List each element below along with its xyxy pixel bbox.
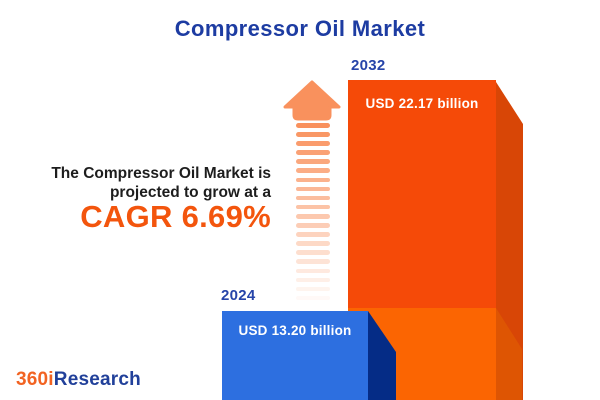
brand-logo-part2: Research <box>53 369 141 390</box>
bar-2032-year-label: 2032 <box>351 57 386 74</box>
growth-note-line1: The Compressor Oil Market is <box>51 165 271 182</box>
page-title: Compressor Oil Market <box>174 16 426 41</box>
bar-2032-value-label: USD 22.17 billion <box>365 96 479 111</box>
cagr-value: CAGR 6.69% <box>80 199 271 234</box>
bar-2024-value-label: USD 13.20 billion <box>238 323 352 338</box>
brand-logo-part1: 360i <box>16 369 54 390</box>
growth-arrow-shaft-icon <box>296 123 330 305</box>
brand-logo: 360iResearch <box>16 369 141 391</box>
bar-2024-front-face <box>222 311 368 400</box>
bar-2024-year-label: 2024 <box>221 287 256 304</box>
bar-base-side-face <box>496 308 522 400</box>
growth-arrow-head-icon <box>283 80 341 121</box>
growth-note-line2: projected to grow at a <box>109 184 271 201</box>
bar-2024-side-face <box>368 311 396 400</box>
